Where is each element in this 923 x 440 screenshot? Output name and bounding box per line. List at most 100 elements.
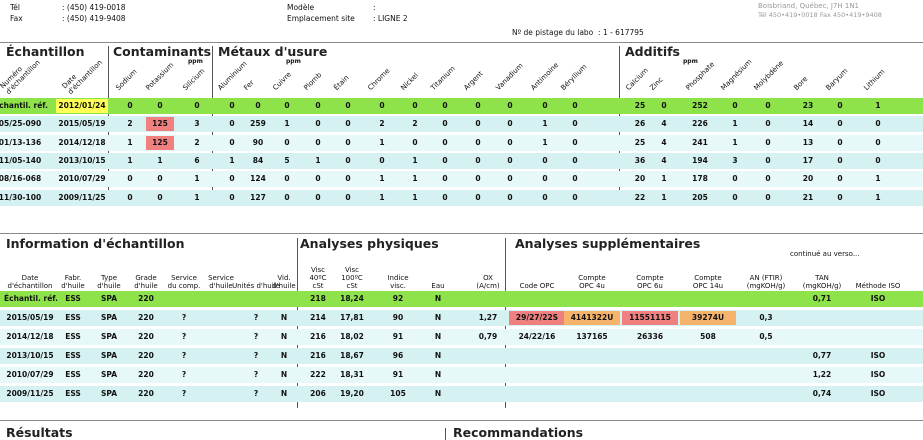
cell: ? — [253, 370, 259, 379]
cell: 24/22/16 — [518, 332, 556, 341]
column-header: Plomb — [302, 70, 324, 92]
cell: 4 — [661, 155, 667, 165]
cell: 2 — [412, 119, 418, 129]
cell: 4 — [661, 137, 667, 147]
cell: 178 — [692, 174, 708, 184]
cell: 0 — [507, 174, 513, 184]
cell: ? — [253, 389, 259, 398]
row-band — [0, 386, 923, 402]
cell: 0,3 — [759, 313, 773, 322]
cell: 2010/07/29 — [58, 174, 106, 184]
column-header: Béryllium — [559, 62, 589, 92]
cell: N — [280, 389, 288, 398]
cell: 220 — [138, 389, 154, 398]
row-band — [0, 152, 923, 169]
cell: 1 — [732, 137, 738, 147]
cell: 2009/11/25 — [6, 389, 54, 398]
cell: 220 — [138, 370, 154, 379]
cell: 05/25-090 — [0, 119, 42, 129]
cell: ESS — [65, 332, 81, 341]
cell: 206 — [310, 389, 326, 398]
cell: ? — [181, 389, 187, 398]
site: : LIGNE 2 — [373, 14, 408, 23]
cell: 216 — [310, 332, 326, 341]
cell: N — [434, 351, 442, 360]
cell: 1,22 — [812, 370, 832, 379]
cell: 1 — [157, 155, 163, 165]
row-band — [0, 116, 923, 133]
cell: 4141322U — [564, 311, 620, 325]
cell: 6 — [194, 155, 200, 165]
column-header: Titanium — [429, 64, 457, 92]
cell: 0 — [837, 119, 843, 129]
cell: 0,74 — [812, 389, 832, 398]
cell: 0 — [442, 137, 448, 147]
cell: 0 — [507, 155, 513, 165]
cell: 11/05-140 — [0, 155, 42, 165]
cell: 0 — [507, 192, 513, 202]
cell: 0 — [542, 174, 548, 184]
cell: SPA — [100, 313, 117, 322]
row-band — [0, 348, 923, 364]
cell: 2015/05/19 — [58, 119, 106, 129]
site-label: Emplacement site — [287, 14, 355, 23]
section-title: Contaminants — [113, 44, 212, 59]
cell: 0 — [765, 119, 771, 129]
column-header: AN (FTIR) (mgKOH/g) — [746, 274, 786, 290]
cell: 0 — [412, 101, 418, 110]
unit-label: ppm — [188, 58, 203, 65]
cell: 0 — [229, 101, 235, 110]
cell: 23 — [802, 101, 814, 110]
cell: ESS — [65, 351, 81, 360]
cell: 0 — [379, 155, 385, 165]
cell: 0 — [475, 137, 481, 147]
tracking-number: Nº de pistage du labo : 1 - 617795 — [512, 28, 644, 37]
cell: 0 — [507, 119, 513, 129]
cell: SPA — [100, 351, 117, 360]
cell: 0 — [475, 119, 481, 129]
cell: 0 — [315, 174, 321, 184]
cell: 0 — [475, 192, 481, 202]
cell: N — [434, 294, 442, 303]
cell: N — [280, 370, 288, 379]
cell: 226 — [692, 119, 708, 129]
cell: 0 — [542, 192, 548, 202]
row-band — [0, 329, 923, 345]
column-header: Visc 40ºC cSt — [309, 266, 327, 290]
cell: 0 — [572, 101, 578, 110]
cell: 222 — [310, 370, 326, 379]
cell: N — [434, 389, 442, 398]
cell: 0 — [229, 174, 235, 184]
cell: 0 — [875, 155, 881, 165]
cell: 2009/11/25 — [58, 192, 106, 202]
cell: 0 — [732, 174, 738, 184]
cell: ? — [253, 351, 259, 360]
cell: 22 — [634, 192, 646, 202]
cell: 14 — [802, 119, 814, 129]
cell: Échantil. réf. — [0, 101, 48, 110]
column-header: Grade d'huile — [134, 274, 158, 290]
cell: 92 — [392, 294, 404, 303]
model: : — [373, 3, 376, 12]
row-band — [0, 189, 923, 206]
recommendations-title: Recommandations — [453, 425, 584, 440]
cell: 0 — [127, 174, 133, 184]
column-header: Fer — [242, 78, 256, 92]
cell: 11551115 — [622, 311, 678, 325]
cell: 0 — [765, 192, 771, 202]
cell: 0,77 — [812, 351, 832, 360]
cell: 1 — [412, 155, 418, 165]
cell: 96 — [392, 351, 404, 360]
cell: 25 — [634, 101, 646, 110]
column-header: Molybdène — [752, 59, 786, 92]
cell: 39274U — [680, 311, 736, 325]
cell: 0 — [765, 137, 771, 147]
cell: ? — [181, 370, 187, 379]
section-title: Information d'échantillon — [6, 236, 185, 251]
cell: 17,81 — [340, 313, 364, 322]
cell: 241 — [692, 137, 708, 147]
cell: ESS — [65, 313, 81, 322]
cell: 0 — [442, 174, 448, 184]
cell: 2014/12/18 — [6, 332, 54, 341]
cell: 0 — [127, 192, 133, 202]
